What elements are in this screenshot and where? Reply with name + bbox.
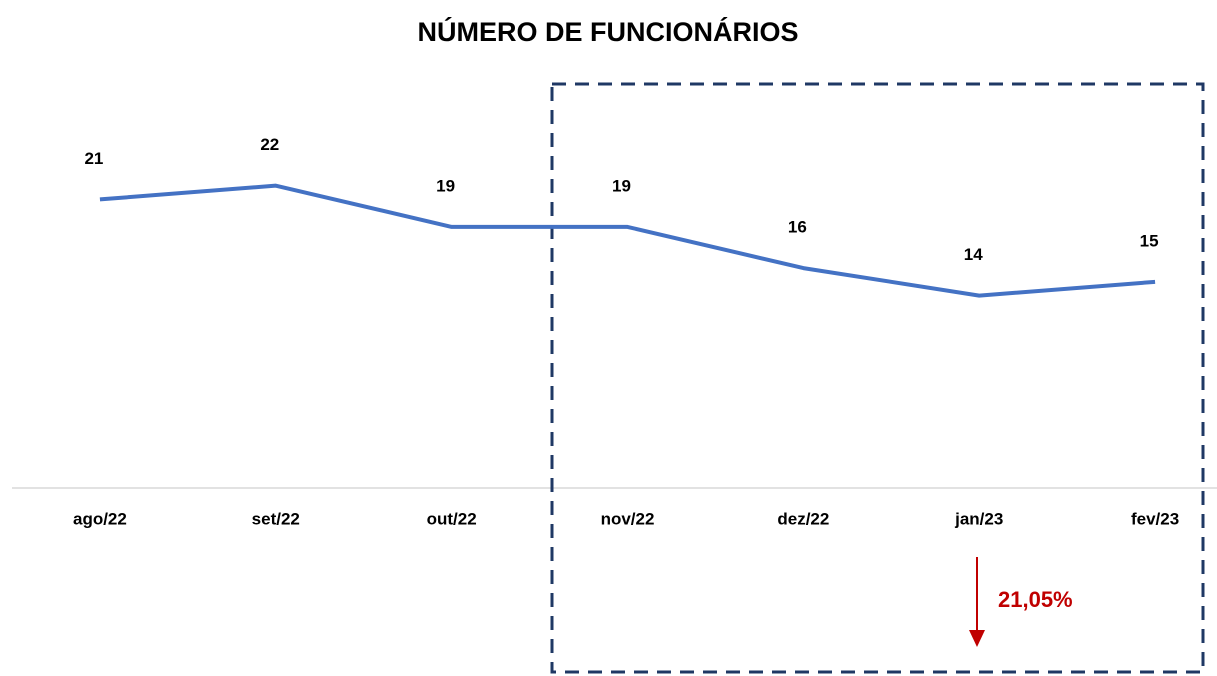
data-label: 14 — [964, 245, 983, 264]
x-tick-label: dez/22 — [777, 509, 829, 528]
line — [99, 183, 1156, 298]
data-label: 22 — [260, 135, 279, 154]
x-tick-label: jan/23 — [954, 509, 1003, 528]
x-tick-label: set/22 — [252, 509, 300, 528]
data-label: 19 — [612, 176, 631, 195]
data-label: 19 — [436, 176, 455, 195]
arrow-head — [969, 630, 985, 647]
x-tick-label: out/22 — [427, 509, 477, 528]
data-label: 16 — [788, 218, 807, 237]
chart-title: NÚMERO DE FUNCIONÁRIOS — [417, 16, 798, 47]
x-tick-label: ago/22 — [73, 509, 127, 528]
x-tick-label: nov/22 — [601, 509, 655, 528]
data-label: 21 — [84, 149, 103, 168]
highlight-box — [550, 82, 1205, 674]
annotation: 21,05% — [998, 587, 1073, 612]
x-tick-label: fev/23 — [1131, 509, 1179, 528]
data-label: 15 — [1140, 231, 1159, 250]
